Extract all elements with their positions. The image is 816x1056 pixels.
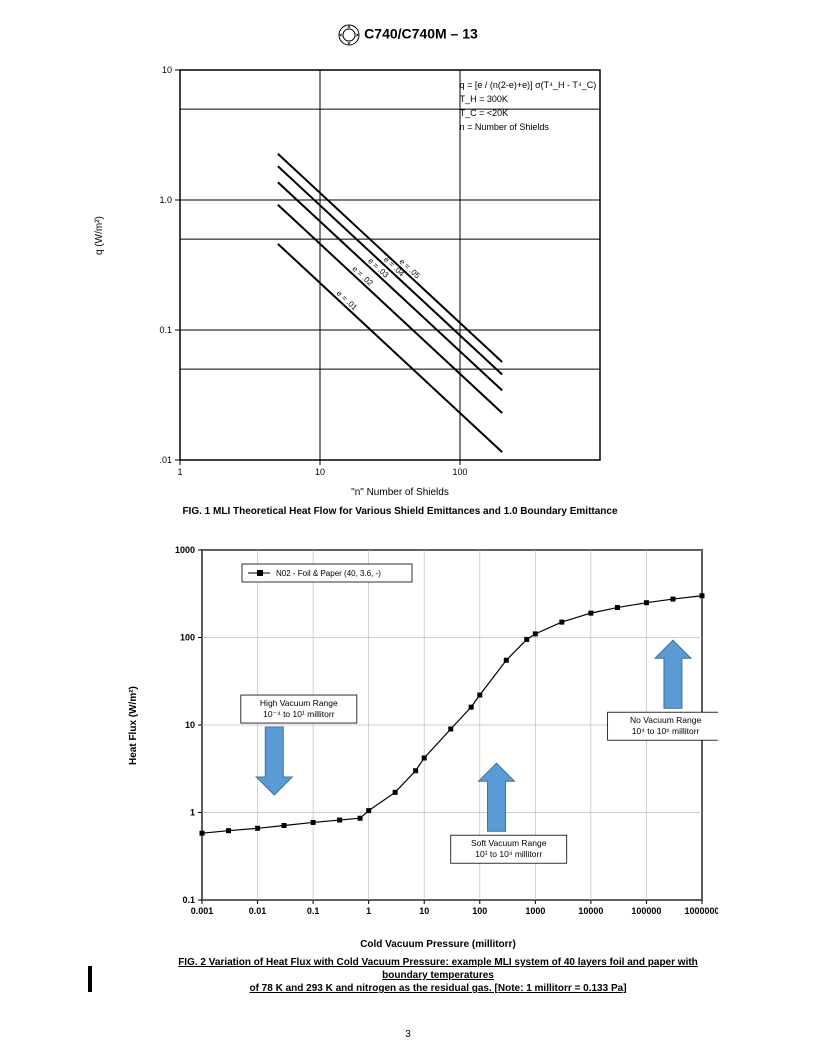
fig2-x-axis-label: Cold Vacuum Pressure (millitorr): [158, 939, 718, 950]
svg-text:10: 10: [315, 467, 325, 477]
fig2-caption-line1: FIG. 2 Variation of Heat Flux with Cold …: [178, 957, 698, 981]
change-bar-icon: [88, 966, 92, 992]
svg-text:100: 100: [180, 633, 195, 643]
page: C740/C740M – 13 q (W/m²) 110100.010.11.0…: [0, 0, 816, 1056]
fig2-chart: 0.001 0.01 0.1 1 10 100 1000 10000 100000 1000000…: [158, 540, 718, 930]
svg-text:T_C = <20K: T_C = <20K: [460, 108, 509, 118]
astm-logo-icon: [338, 24, 360, 46]
svg-text:0.001: 0.001: [191, 906, 214, 916]
svg-text:.01: .01: [159, 455, 172, 465]
fig1-caption: FIG. 1 MLI Theoretical Heat Flow for Var…: [130, 506, 670, 517]
fig1-y-axis-label: q (W/m²): [94, 216, 105, 255]
svg-text:10: 10: [162, 65, 172, 75]
svg-text:1000: 1000: [525, 906, 545, 916]
svg-text:1.0: 1.0: [159, 195, 172, 205]
svg-text:Soft Vacuum Range: Soft Vacuum Range: [471, 838, 547, 848]
svg-text:10: 10: [419, 906, 429, 916]
page-number: 3: [0, 1029, 816, 1040]
svg-text:No Vacuum Range: No Vacuum Range: [630, 715, 701, 725]
svg-text:10: 10: [185, 720, 195, 730]
standard-id: C740/C740M – 13: [364, 26, 478, 42]
fig1-chart: 110100.010.11.010e = .01e = .02e = .03e …: [130, 60, 670, 480]
svg-text:10⁻⁴ to 10¹ millitorr: 10⁻⁴ to 10¹ millitorr: [263, 709, 335, 719]
fig2-caption-line2: of 78 K and 293 K and nitrogen as the re…: [249, 983, 626, 994]
svg-text:10000: 10000: [578, 906, 603, 916]
svg-text:0.01: 0.01: [249, 906, 267, 916]
svg-text:n = Number of Shields: n = Number of Shields: [460, 122, 550, 132]
svg-text:0.1: 0.1: [159, 325, 172, 335]
fig1-x-axis-label: "n" Number of Shields: [130, 487, 670, 498]
svg-text:1000000: 1000000: [684, 906, 718, 916]
fig2-y-axis-label: Heat Flux (W/m²): [128, 686, 139, 765]
svg-text:10⁴ to 10⁶ millitorr: 10⁴ to 10⁶ millitorr: [632, 726, 700, 736]
svg-text:1: 1: [366, 906, 371, 916]
svg-text:High Vacuum Range: High Vacuum Range: [260, 698, 338, 708]
svg-text:100000: 100000: [631, 906, 661, 916]
fig1-container: 110100.010.11.010e = .01e = .02e = .03e …: [130, 60, 670, 517]
svg-text:1000: 1000: [175, 545, 195, 555]
svg-text:T_H = 300K: T_H = 300K: [460, 94, 508, 104]
standard-header: C740/C740M – 13: [0, 24, 816, 46]
svg-text:0.1: 0.1: [307, 906, 320, 916]
svg-text:q = [e / (n(2-e)+e)] σ(T⁴_H -: q = [e / (n(2-e)+e)] σ(T⁴_H - T⁴_C): [460, 80, 597, 90]
svg-text:0.1: 0.1: [182, 895, 195, 905]
fig2-container: 0.001 0.01 0.1 1 10 100 1000 10000 100000 1000000…: [158, 540, 718, 995]
fig2-caption: FIG. 2 Variation of Heat Flux with Cold …: [158, 956, 718, 995]
svg-text:100: 100: [472, 906, 487, 916]
svg-text:10¹ to 10⁴ millitorr: 10¹ to 10⁴ millitorr: [475, 849, 542, 859]
svg-text:1: 1: [190, 808, 195, 818]
svg-text:100: 100: [452, 467, 467, 477]
svg-text:N02 - Foil & Paper (40, 3.6, -: N02 - Foil & Paper (40, 3.6, -): [276, 569, 381, 578]
svg-text:1: 1: [177, 467, 182, 477]
